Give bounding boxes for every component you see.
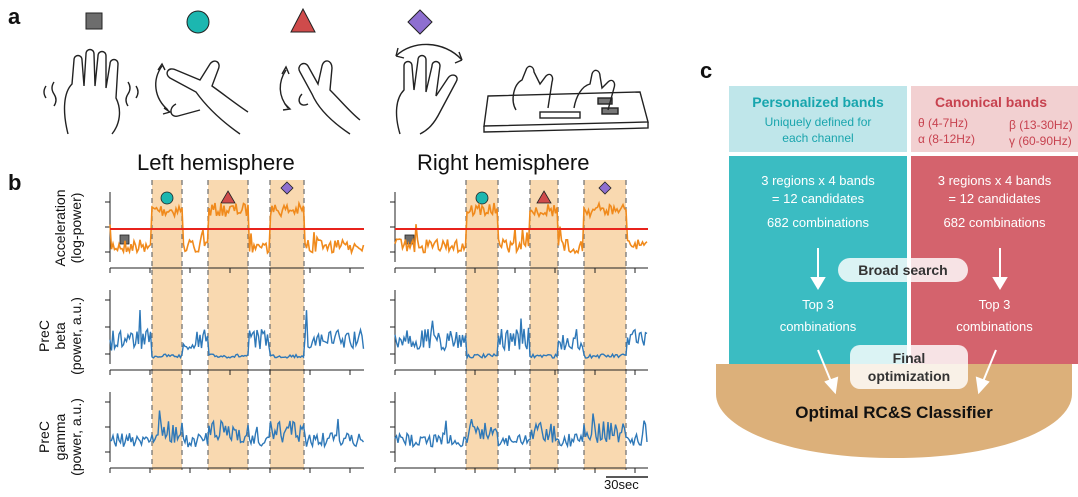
diamond-marker xyxy=(407,9,433,35)
hand-rotate-drawing xyxy=(395,43,463,135)
personalized-top2: combinations xyxy=(779,319,857,334)
personalized-header: Personalized bands Uniquely defined for … xyxy=(729,86,907,152)
left-circle-marker xyxy=(160,191,174,205)
personalized-subtitle-1: Uniquely defined for xyxy=(764,115,872,129)
personalized-line3: 682 combinations xyxy=(767,215,869,230)
hand-rest-drawing xyxy=(43,48,139,135)
final-line1: Final xyxy=(892,350,926,366)
panel-a-label: a xyxy=(8,4,21,29)
broad-search-label: Broad search xyxy=(838,258,968,282)
canonical-title: Canonical bands xyxy=(935,94,1048,110)
optimal-classifier-label: Optimal RC&S Classifier xyxy=(795,403,993,422)
canonical-top2: combinations xyxy=(956,319,1033,334)
personalized-title: Personalized bands xyxy=(752,94,884,110)
canonical-line2: = 12 candidates xyxy=(948,191,1041,206)
right-gamma-trace xyxy=(394,413,648,449)
panel-b-label: b xyxy=(8,170,22,195)
personalized-line2: = 12 candidates xyxy=(771,191,865,206)
hand-tap-drawing xyxy=(279,60,361,135)
personalized-line1: 3 regions x 4 bands xyxy=(761,173,875,188)
panel-c-label: c xyxy=(700,58,713,83)
right-hemisphere-title: Right hemisphere xyxy=(417,150,590,175)
personalized-top1: Top 3 xyxy=(802,297,834,312)
left-acceleration-trace xyxy=(109,200,365,256)
left-hemisphere-title: Left hemisphere xyxy=(137,150,295,175)
left-beta-trace xyxy=(109,309,365,360)
hand-pinch-drawing xyxy=(155,60,249,135)
personalized-subtitle-2: each channel xyxy=(782,131,854,145)
left-task-shade xyxy=(152,180,182,470)
left-gamma-trace xyxy=(109,410,365,449)
right-circle-marker xyxy=(475,191,489,205)
triangle-marker xyxy=(290,7,316,33)
canonical-top1: Top 3 xyxy=(978,297,1011,312)
right-task-shade xyxy=(466,180,498,470)
canonical-line1: 3 regions x 4 bands xyxy=(937,173,1052,188)
square-marker xyxy=(85,12,103,30)
scale-bar-label: 30sec xyxy=(604,477,639,492)
canonical-line3: 682 combinations xyxy=(943,215,1046,230)
panel-b-traces xyxy=(105,180,648,478)
right-acceleration-trace xyxy=(394,200,648,255)
right-task-shade xyxy=(584,180,626,470)
circle-marker xyxy=(186,10,210,34)
canonical-band-theta: θ (4-7Hz) xyxy=(918,116,969,130)
left-triangle-marker xyxy=(220,190,236,204)
panel-a-gestures xyxy=(43,7,649,135)
flow-arrows xyxy=(810,248,1008,395)
right-beta-trace xyxy=(394,318,648,361)
canonical-band-beta: β (13-30Hz) xyxy=(1009,118,1073,132)
final-optimization-label: Final optimization xyxy=(850,345,968,389)
canonical-band-gamma: γ (60-90Hz) xyxy=(1009,134,1072,148)
canonical-band-alpha: α (8-12Hz) xyxy=(918,132,975,146)
left-diamond-marker xyxy=(280,181,294,195)
canonical-header: Canonical bands θ (4-7Hz) β (13-30Hz) α … xyxy=(911,86,1078,152)
right-diamond-marker xyxy=(598,181,612,195)
right-triangle-marker xyxy=(536,190,552,204)
final-line2: optimization xyxy=(867,368,951,384)
keyboard-typing-drawing xyxy=(483,65,649,133)
